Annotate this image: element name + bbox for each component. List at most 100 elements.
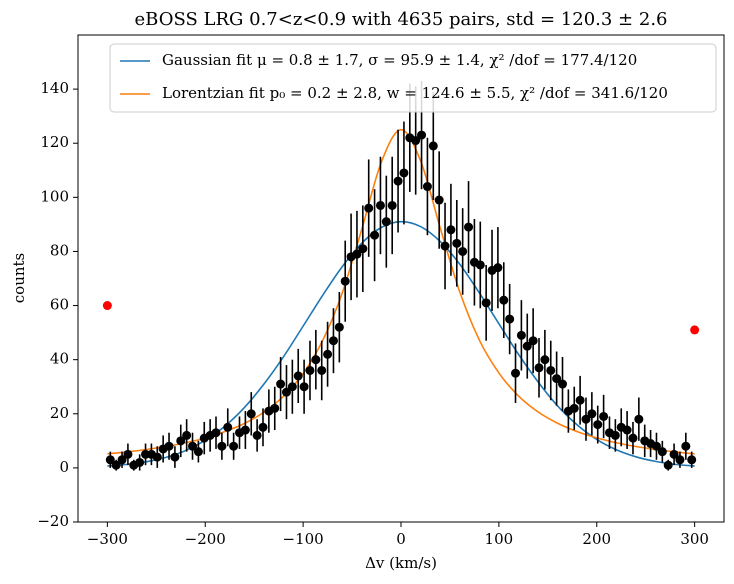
data-point <box>522 341 532 351</box>
data-point <box>152 452 162 462</box>
data-point <box>440 241 450 251</box>
y-tick-label: 80 <box>50 241 69 259</box>
data-point <box>123 449 133 459</box>
data-point <box>182 430 192 440</box>
data-point <box>240 425 250 435</box>
data-point <box>628 433 638 443</box>
y-tick-label: −20 <box>37 512 69 530</box>
data-point <box>569 403 579 413</box>
data-point <box>352 249 362 259</box>
data-point <box>387 200 397 210</box>
data-point <box>323 349 333 359</box>
legend-box <box>109 43 717 113</box>
data-point <box>117 455 127 465</box>
data-point <box>681 441 691 451</box>
x-tick-label: −300 <box>87 530 128 548</box>
data-point <box>651 441 661 451</box>
data-point <box>176 436 186 446</box>
data-point <box>411 136 421 146</box>
outlier-point <box>102 301 112 311</box>
data-point <box>587 409 597 419</box>
data-point <box>334 322 344 332</box>
x-tick-label: −200 <box>185 530 226 548</box>
data-point <box>393 176 403 186</box>
x-tick-label: −100 <box>283 530 324 548</box>
data-point <box>558 379 567 389</box>
data-point <box>258 422 268 432</box>
data-point <box>534 363 544 373</box>
data-point <box>375 200 385 210</box>
data-point <box>657 447 667 457</box>
data-point <box>481 298 491 308</box>
y-tick-label: 120 <box>40 133 69 151</box>
data-point <box>311 355 321 365</box>
data-point <box>669 449 679 459</box>
data-point <box>252 430 262 440</box>
data-point <box>111 460 121 470</box>
data-point <box>328 336 338 346</box>
data-point <box>575 395 585 405</box>
data-point <box>164 441 174 451</box>
data-point <box>211 428 221 438</box>
data-point <box>552 374 562 384</box>
data-point <box>223 422 233 432</box>
x-tick-label: 200 <box>582 530 611 548</box>
data-point <box>217 441 227 451</box>
data-point <box>446 225 456 235</box>
legend-label: Lorentzian fit p₀ = 0.2 ± 2.8, w = 124.6… <box>162 84 668 102</box>
x-tick-label: 300 <box>680 530 709 548</box>
y-tick-label: 40 <box>50 350 69 368</box>
data-point <box>381 217 391 227</box>
y-axis-label: counts <box>10 253 28 303</box>
data-point <box>505 314 515 324</box>
data-point <box>246 409 256 419</box>
data-point <box>687 455 697 465</box>
data-point <box>546 365 556 375</box>
data-point <box>422 182 432 192</box>
data-point <box>434 195 444 205</box>
legend-label: Gaussian fit μ = 0.8 ± 1.7, σ = 95.9 ± 1… <box>162 51 637 69</box>
data-point <box>370 230 380 240</box>
data-point <box>105 455 115 465</box>
data-point <box>417 130 427 140</box>
data-point <box>188 441 198 451</box>
chart-title: eBOSS LRG 0.7<z<0.9 with 4635 pairs, std… <box>134 9 667 30</box>
data-point <box>399 168 409 178</box>
data-point <box>475 260 485 270</box>
x-tick-label: 100 <box>485 530 514 548</box>
data-point <box>270 403 280 413</box>
data-point <box>170 452 180 462</box>
y-tick-label: 100 <box>40 187 69 205</box>
plot-frame <box>77 34 725 523</box>
data-point <box>464 222 474 232</box>
data-point <box>528 336 538 346</box>
y-tick-label: 20 <box>50 404 69 422</box>
data-point <box>511 368 521 378</box>
y-tick-label: 60 <box>50 296 69 314</box>
data-point <box>458 246 468 256</box>
y-tick-label: 140 <box>40 79 69 97</box>
data-point <box>610 430 620 440</box>
data-point <box>193 447 203 457</box>
data-point <box>281 387 291 397</box>
data-point <box>364 203 374 213</box>
data-point <box>305 365 315 375</box>
data-point <box>428 141 438 151</box>
data-point <box>622 425 632 435</box>
data-point <box>593 420 603 430</box>
data-point <box>317 365 327 375</box>
x-tick-label: 0 <box>396 530 406 548</box>
data-point <box>287 382 297 392</box>
data-point <box>493 263 503 273</box>
data-point <box>340 276 350 286</box>
data-point <box>135 457 145 467</box>
x-axis-label: Δv (km/s) <box>365 554 437 572</box>
data-point <box>663 460 673 470</box>
data-point <box>634 414 644 424</box>
data-point <box>599 411 609 421</box>
data-point <box>229 441 239 451</box>
data-point <box>540 355 550 365</box>
data-point <box>293 371 303 381</box>
data-point <box>452 238 462 248</box>
